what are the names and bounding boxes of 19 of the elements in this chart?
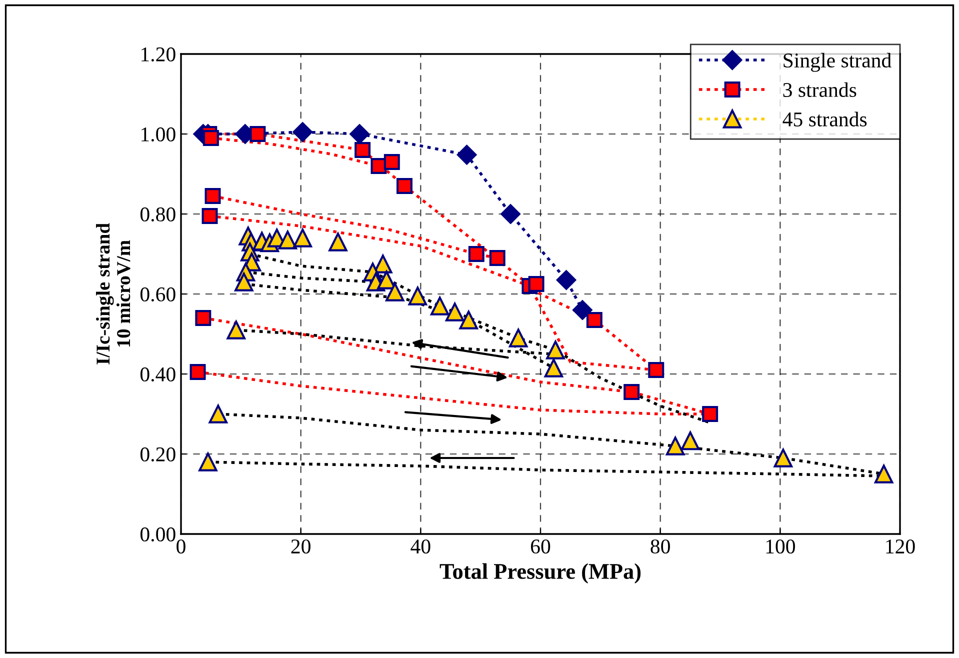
x-tick-label: 120 — [886, 539, 915, 554]
y-axis-title: I/Ic-single strand 10 microV/m — [96, 223, 130, 364]
x-tick-label: 40 — [410, 539, 430, 554]
x-tick-label: 0 — [176, 539, 186, 554]
x-axis-title: Total Pressure (MPa) — [440, 563, 641, 584]
x-tick-label: 100 — [766, 539, 795, 554]
x-tick-label: 80 — [650, 539, 670, 554]
y-tick-label: 0.80 — [140, 207, 176, 222]
y-tick-label: 0.60 — [140, 287, 176, 302]
y-tick-label: 1.00 — [142, 127, 176, 142]
y-tick-label: 0.20 — [140, 447, 176, 462]
legend-label: 3 strands — [783, 82, 856, 98]
y-tick-label: 1.20 — [142, 47, 176, 62]
x-tick-label: 60 — [530, 539, 550, 554]
x-tick-label: 20 — [291, 539, 310, 554]
legend-label: Single strand — [784, 52, 892, 72]
legend-label: 45 strands — [782, 112, 867, 126]
y-tick-label: 0.40 — [140, 367, 176, 382]
y-tick-label: 0.00 — [140, 527, 176, 542]
